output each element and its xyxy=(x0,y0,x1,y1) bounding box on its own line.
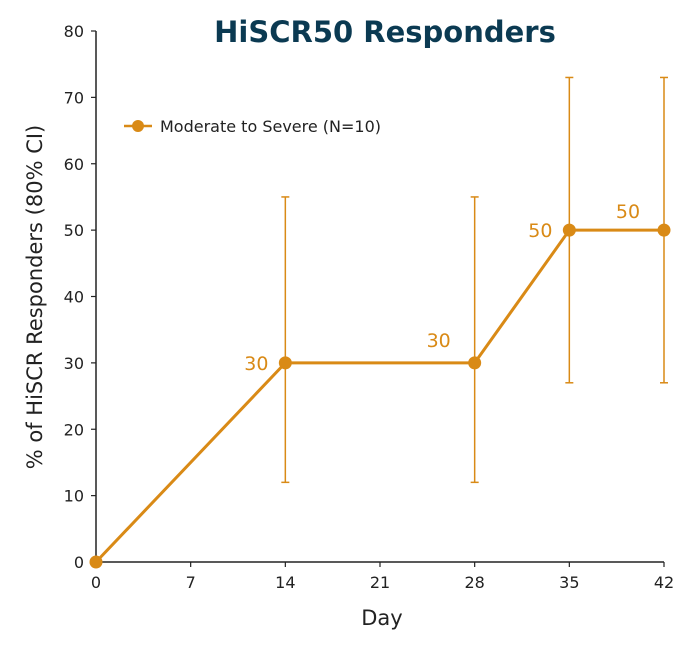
y-tick-label: 0 xyxy=(74,553,84,572)
error-bars xyxy=(281,76,668,484)
y-axis-label: % of HiSCR Responders (80% CI) xyxy=(23,125,47,470)
data-point xyxy=(657,223,671,237)
data-label: 30 xyxy=(427,330,451,352)
x-tick-label: 14 xyxy=(275,573,295,592)
x-tick-label: 42 xyxy=(654,573,674,592)
axes: 0 10 20 30 40 50 60 70 80 0 7 14 21 28 35 42 xyxy=(64,22,675,592)
series-line xyxy=(94,228,664,564)
x-tick-label: 28 xyxy=(464,573,484,592)
data-points xyxy=(89,223,671,569)
data-label: 30 xyxy=(244,353,268,375)
x-tick-label: 0 xyxy=(91,573,101,592)
data-point xyxy=(89,555,103,569)
legend: Moderate to Severe (N=10) xyxy=(124,117,381,136)
y-tick-label: 70 xyxy=(64,88,84,107)
x-tick-label: 7 xyxy=(186,573,196,592)
y-tick-label: 50 xyxy=(64,221,84,240)
legend-entry-label: Moderate to Severe (N=10) xyxy=(160,117,381,136)
data-point xyxy=(278,356,292,370)
y-tick-label: 20 xyxy=(64,420,84,439)
legend-marker-dot xyxy=(132,120,144,132)
data-labels: 30 30 50 50 xyxy=(244,201,640,375)
y-tick-label: 30 xyxy=(64,354,84,373)
x-tick-label: 35 xyxy=(559,573,579,592)
data-label: 50 xyxy=(528,220,552,242)
chart-title: HiSCR50 Responders xyxy=(214,15,556,49)
y-tick-label: 10 xyxy=(64,487,84,506)
y-tick-label: 80 xyxy=(64,22,84,41)
y-tick-label: 60 xyxy=(64,155,84,174)
x-tick-label: 21 xyxy=(370,573,390,592)
data-point xyxy=(468,356,482,370)
y-tick-label: 40 xyxy=(64,288,84,307)
series-lines xyxy=(94,228,664,564)
data-point xyxy=(562,223,576,237)
data-label: 50 xyxy=(616,201,640,223)
x-axis-label: Day xyxy=(361,606,402,630)
